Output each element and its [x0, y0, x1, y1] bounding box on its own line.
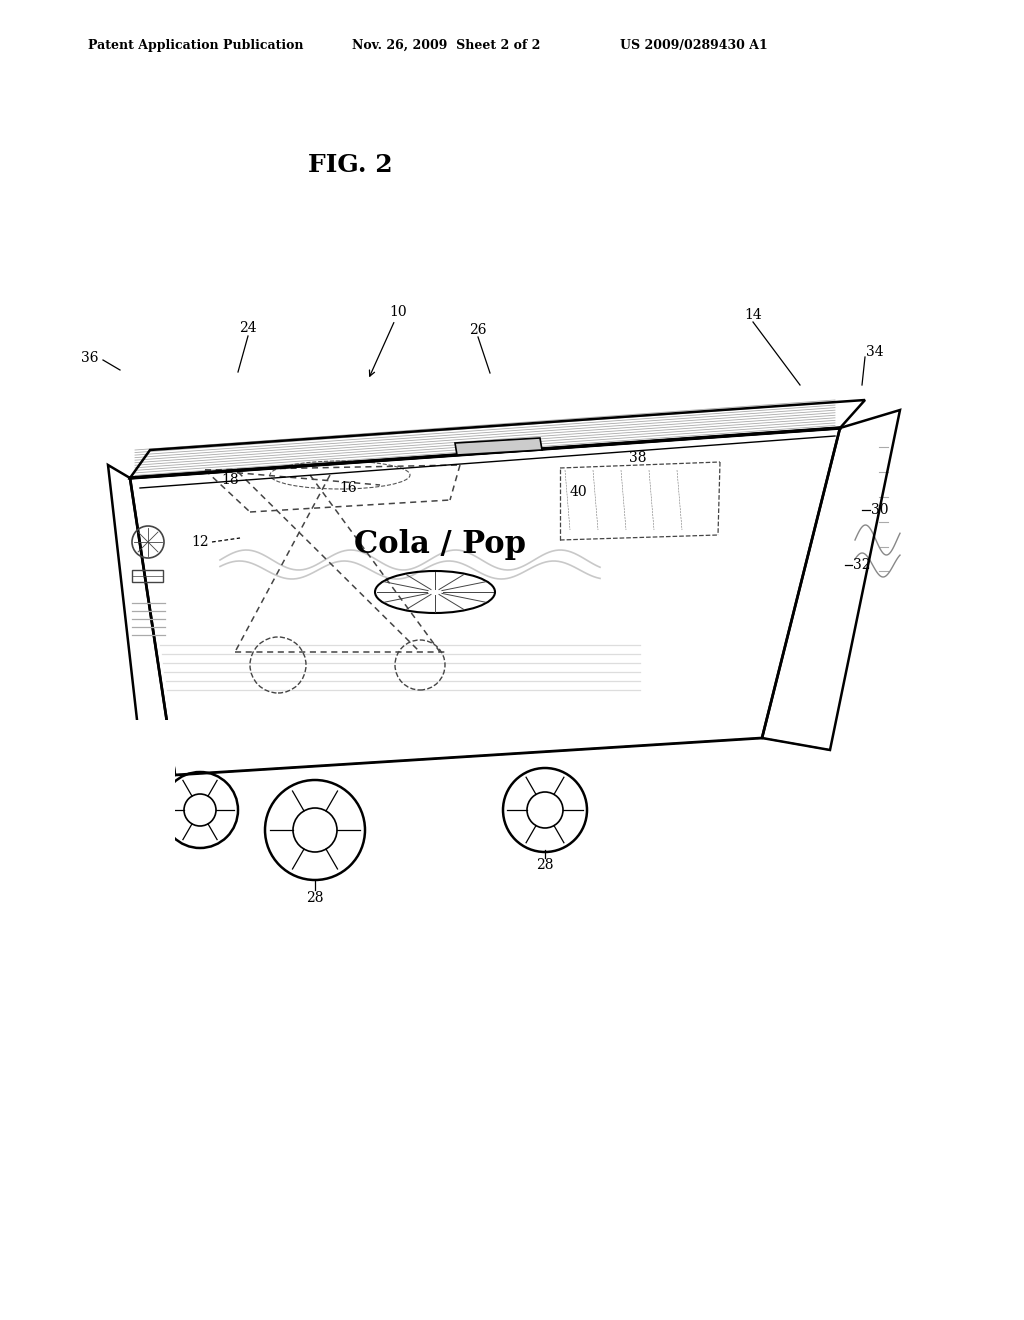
Text: 12: 12: [191, 535, 209, 549]
Polygon shape: [0, 719, 175, 1320]
Text: 28: 28: [537, 858, 554, 873]
Text: 18: 18: [221, 473, 239, 487]
Text: Cola / Pop: Cola / Pop: [354, 529, 526, 561]
Text: 36: 36: [81, 351, 98, 366]
Text: Patent Application Publication: Patent Application Publication: [88, 38, 303, 51]
Polygon shape: [455, 438, 542, 455]
Text: 24: 24: [240, 321, 257, 335]
Text: 34: 34: [866, 345, 884, 359]
Text: 30: 30: [871, 503, 889, 517]
Text: 16: 16: [339, 480, 356, 495]
Text: 40: 40: [569, 484, 587, 499]
Text: 10: 10: [389, 305, 407, 319]
Text: Nov. 26, 2009  Sheet 2 of 2: Nov. 26, 2009 Sheet 2 of 2: [352, 38, 541, 51]
Text: 28: 28: [306, 891, 324, 906]
Text: FIG. 2: FIG. 2: [307, 153, 392, 177]
Text: 14: 14: [744, 308, 762, 322]
Text: US 2009/0289430 A1: US 2009/0289430 A1: [620, 38, 768, 51]
Text: 32: 32: [853, 558, 870, 572]
Text: 38: 38: [630, 451, 647, 465]
Text: 26: 26: [469, 323, 486, 337]
